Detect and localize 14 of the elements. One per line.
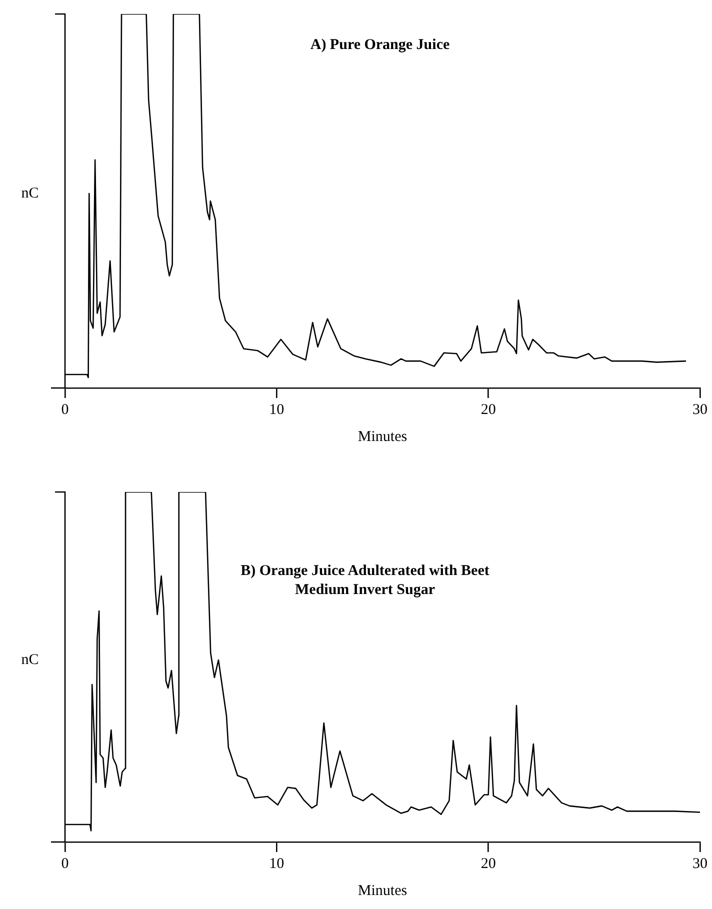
x-axis-title: Minutes [358, 882, 408, 899]
text: B) Orange Juice Adulterated with Beet Medium Invert Sugar [240, 562, 490, 600]
x-tick-label: 30 [692, 402, 708, 418]
x-tick-label: 20 [480, 402, 496, 418]
x-tick-label: 30 [692, 856, 708, 872]
text: A) Pure Orange Juice [309, 36, 451, 55]
x-tick-label: 0 [61, 856, 69, 872]
y-axis-title: nC [21, 652, 39, 668]
x-tick-label: 20 [480, 856, 496, 872]
x-tick-label: 10 [269, 856, 284, 872]
x-tick-label: 10 [269, 402, 284, 418]
y-axis-title: nC [21, 185, 39, 202]
x-axis-title: Minutes [358, 428, 408, 445]
x-tick-label: 0 [61, 402, 69, 418]
